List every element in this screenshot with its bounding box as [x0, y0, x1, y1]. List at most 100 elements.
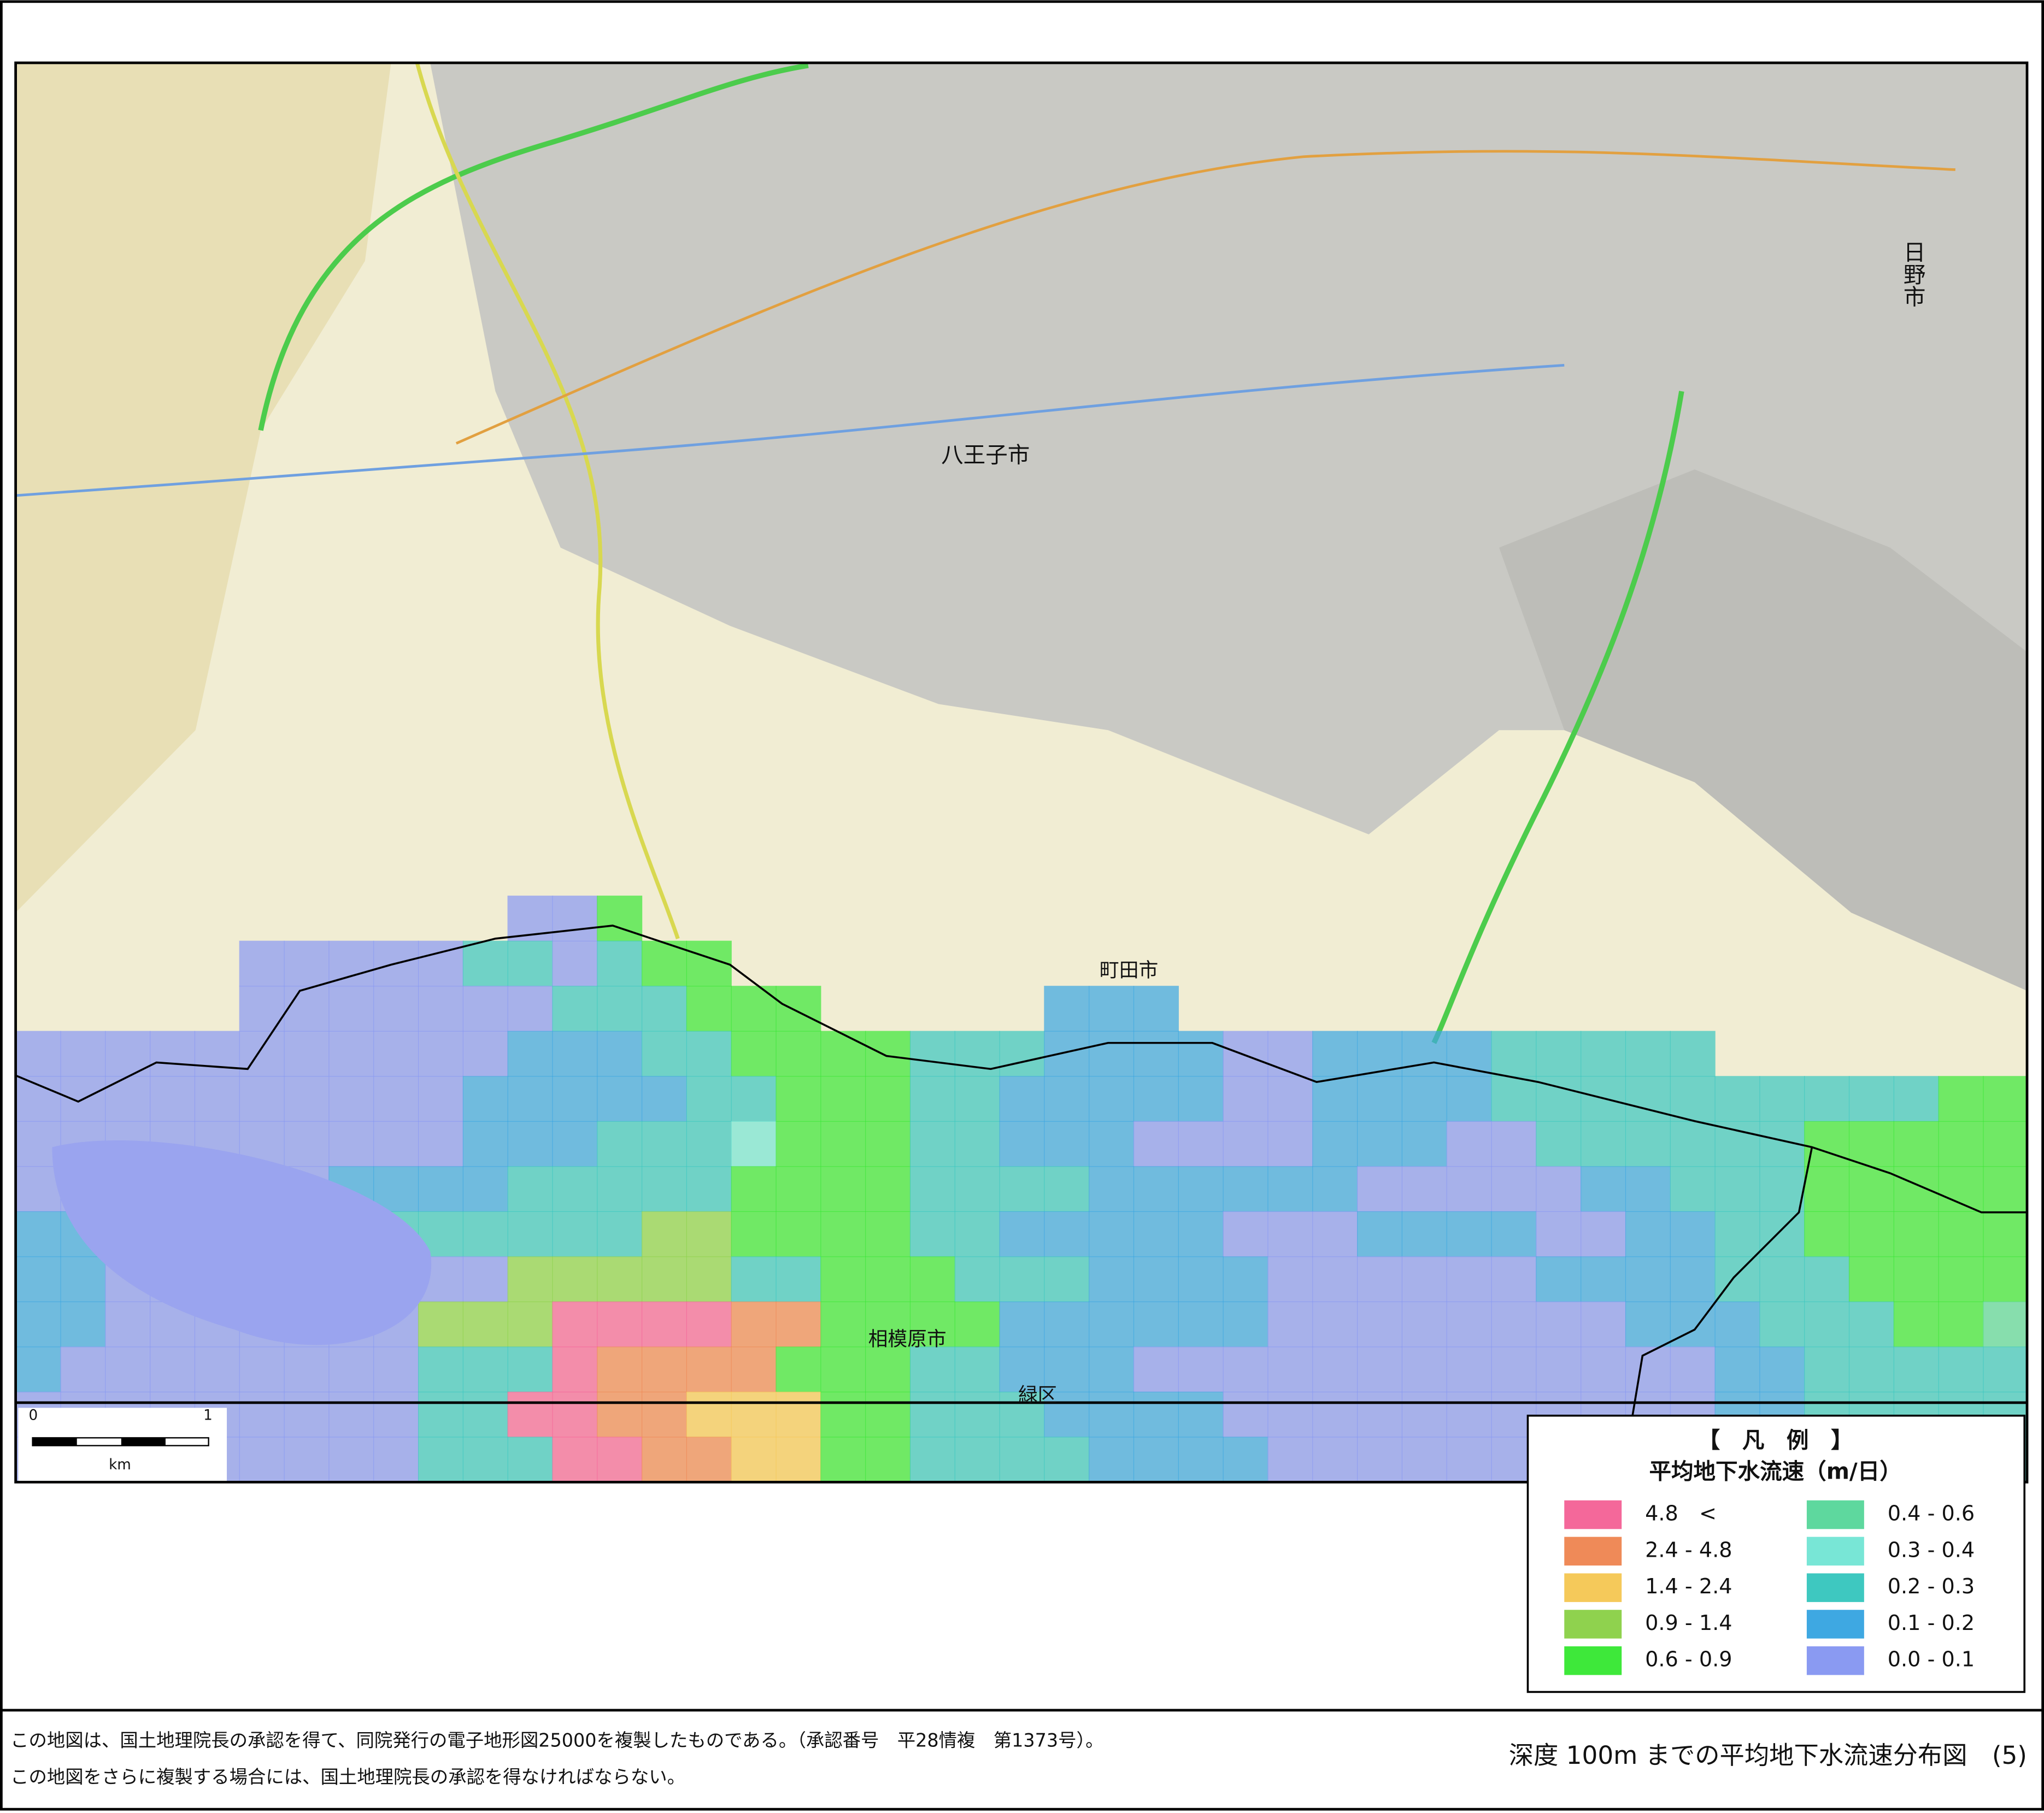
flow-cell: [1356, 1121, 1403, 1167]
flow-cell: [418, 1121, 463, 1167]
flow-cell: [1938, 1076, 1984, 1122]
flow-cell: [328, 1346, 374, 1393]
footer-note: この地図は、国土地理院長の承認を得て、同院発行の電子地形図25000を複製したも…: [10, 1730, 1103, 1751]
flow-cell: [552, 896, 598, 941]
flow-cell: [1983, 1211, 2027, 1257]
flow-cell: [373, 986, 419, 1032]
flow-cell: [1893, 1076, 1939, 1122]
flow-cell: [1133, 1301, 1179, 1347]
flow-cell: [1223, 1437, 1268, 1482]
flow-cell: [820, 1076, 866, 1122]
flow-cell: [1938, 1346, 1984, 1393]
flow-cell: [865, 1391, 911, 1438]
flow-cell: [731, 1166, 777, 1212]
flow-cell: [1133, 1346, 1179, 1393]
flow-cell: [1893, 1256, 1939, 1303]
scale-bar: [121, 1438, 166, 1446]
flow-cell: [776, 1301, 821, 1347]
flow-cell: [328, 1031, 374, 1077]
flow-cell: [1804, 1301, 1850, 1347]
flow-cell: [731, 1211, 777, 1257]
flow-cell: [1089, 986, 1135, 1032]
flow-cell: [641, 1031, 688, 1077]
flow-cell: [1312, 1076, 1358, 1122]
flow-cell: [150, 1076, 196, 1122]
flow-cell: [731, 1031, 777, 1077]
flow-cell: [820, 1256, 866, 1303]
flow-cell: [1625, 1346, 1671, 1393]
flow-cell: [954, 1346, 1000, 1393]
flow-cell: [239, 1346, 285, 1393]
legend-swatch: [1564, 1537, 1622, 1566]
flow-cell: [418, 1031, 463, 1077]
flow-cell: [1625, 1211, 1671, 1257]
flow-cell: [1267, 1076, 1313, 1122]
flow-cell: [686, 1256, 732, 1303]
flow-cell: [60, 1031, 106, 1077]
flow-cell: [909, 1031, 955, 1077]
flow-cell: [284, 940, 330, 987]
flow-cell: [641, 1437, 688, 1482]
flow-cell: [462, 1211, 508, 1257]
flow-cell: [909, 1166, 955, 1212]
flow-cell: [776, 1437, 821, 1482]
flow-cell: [60, 1346, 106, 1393]
flow-cell: [373, 1076, 419, 1122]
flow-cell: [462, 1166, 508, 1212]
flow-cell: [284, 1346, 330, 1393]
flow-cell: [1491, 1031, 1537, 1077]
river: [15, 363, 1565, 497]
flow-cell: [1267, 1211, 1313, 1257]
flow-cell: [641, 986, 688, 1032]
flow-cell: [954, 1121, 1000, 1167]
flow-cell: [820, 1211, 866, 1257]
flow-cell: [686, 986, 732, 1032]
flow-cell: [820, 1121, 866, 1167]
flow-cell: [641, 1121, 688, 1167]
expressway: [258, 63, 809, 431]
flow-cell: [1089, 1391, 1135, 1438]
flow-cell: [1491, 1076, 1537, 1122]
flow-cell: [1089, 1346, 1135, 1393]
flow-cell: [954, 1211, 1000, 1257]
flow-cell: [462, 1391, 508, 1438]
flow-cell: [999, 1076, 1045, 1122]
flow-cell: [641, 1346, 688, 1393]
flow-cell: [15, 1031, 61, 1077]
flow-cell: [1893, 1166, 1939, 1212]
flow-cell: [1178, 1031, 1224, 1077]
flow-cell: [418, 1076, 463, 1122]
flow-cell: [1491, 1346, 1537, 1393]
flow-cell: [686, 1346, 732, 1393]
flow-cell: [1446, 1437, 1492, 1482]
flow-cell: [1312, 1166, 1358, 1212]
flow-cell: [105, 1346, 151, 1393]
flow-cell: [1938, 1211, 1984, 1257]
flow-cell: [776, 1121, 821, 1167]
flow-cell: [686, 1437, 732, 1482]
flow-cell: [999, 1166, 1045, 1212]
flow-cell: [1312, 1391, 1358, 1438]
flow-cell: [239, 1076, 285, 1122]
flow-cell: [865, 1166, 911, 1212]
flow-cell: [909, 1301, 955, 1347]
scale-label: 0: [28, 1407, 38, 1423]
flow-cell: [1044, 1121, 1090, 1167]
flow-cell: [1267, 1256, 1313, 1303]
flow-cell: [597, 1346, 643, 1393]
flow-cell: [1536, 1256, 1582, 1303]
flow-cell: [731, 1256, 777, 1303]
flow-cell: [1178, 1121, 1224, 1167]
flow-cell: [1223, 1391, 1268, 1438]
flow-cell: [776, 1076, 821, 1122]
flow-cell: [418, 1301, 463, 1347]
flow-cell: [1446, 1211, 1492, 1257]
flow-cell: [1089, 1076, 1135, 1122]
flow-cell: [1714, 1301, 1760, 1347]
flow-cell: [418, 1437, 463, 1482]
flow-cell: [1446, 1121, 1492, 1167]
flow-cell: [1356, 1211, 1403, 1257]
flow-cell: [552, 1076, 598, 1122]
legend-swatch: [1806, 1610, 1864, 1639]
flow-cell: [462, 1437, 508, 1482]
